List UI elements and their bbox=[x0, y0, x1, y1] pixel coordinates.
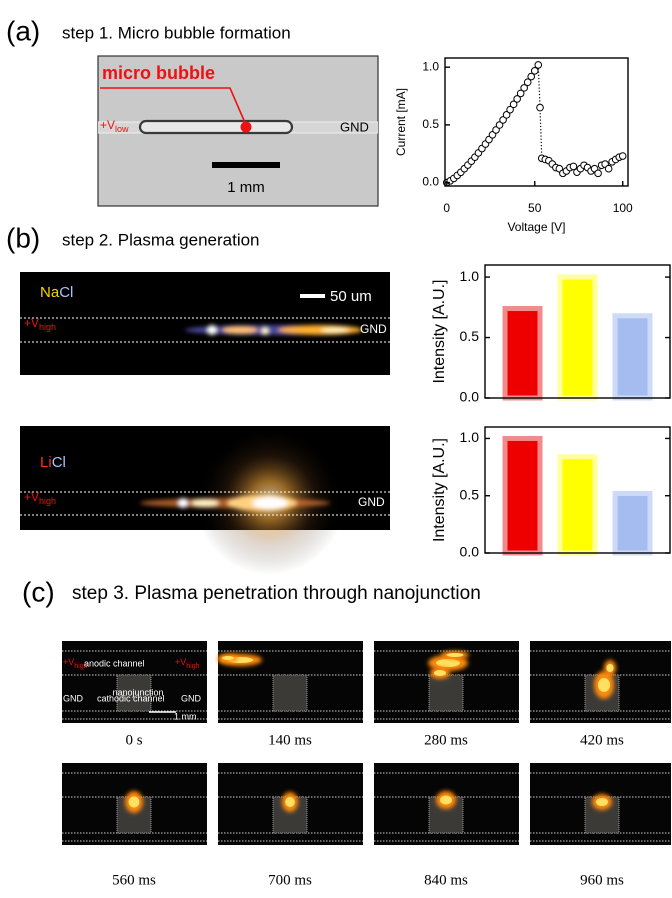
electrode-label: GND bbox=[358, 495, 385, 509]
scale-bar-label: 1 mm bbox=[174, 711, 197, 721]
plasma-core bbox=[440, 796, 452, 805]
plasma-image bbox=[20, 425, 390, 575]
electrode-label: GND bbox=[63, 693, 84, 703]
salt-label: NaCl bbox=[40, 284, 73, 301]
frame-caption: 420 ms bbox=[580, 732, 624, 748]
salt-label: Cl bbox=[59, 284, 73, 301]
plasma-core bbox=[285, 797, 295, 807]
data-point bbox=[535, 62, 542, 69]
data-point bbox=[537, 104, 544, 111]
y-tick-label: 0.0 bbox=[422, 175, 439, 189]
data-point bbox=[595, 170, 602, 177]
y-tick-label: 1.0 bbox=[422, 59, 439, 73]
plasma-core bbox=[596, 798, 608, 806]
y-tick-label: 0.5 bbox=[422, 117, 439, 131]
bar bbox=[615, 493, 650, 553]
electrode-label: GND bbox=[360, 322, 387, 336]
salt-label: LiCl bbox=[40, 454, 66, 471]
plasma-core bbox=[447, 653, 464, 657]
data-point bbox=[605, 165, 612, 172]
panel-label: (c) bbox=[22, 576, 55, 607]
y-axis-label: Intensity [A.U.] bbox=[431, 279, 448, 383]
x-tick-label: 100 bbox=[613, 201, 633, 215]
panel-title: step 2. Plasma generation bbox=[62, 230, 260, 249]
electrode-label: +V bbox=[24, 490, 39, 504]
data-line bbox=[447, 65, 623, 183]
frame-caption: 700 ms bbox=[268, 872, 312, 888]
bar bbox=[505, 438, 540, 553]
panel-title: step 3. Plasma penetration through nanoj… bbox=[72, 583, 481, 604]
frame-caption: 560 ms bbox=[112, 872, 156, 888]
electrode-label: GND bbox=[181, 693, 202, 703]
electrode-label: +V bbox=[100, 118, 115, 132]
channel-label: cathodic channel bbox=[97, 693, 165, 703]
electrode-label: +V bbox=[175, 657, 186, 667]
scale-bar-label: 50 um bbox=[330, 288, 372, 305]
y-tick-label: 1.0 bbox=[460, 268, 480, 284]
plasma-core bbox=[598, 678, 610, 692]
salt-label: Na bbox=[40, 284, 60, 301]
bar bbox=[505, 309, 540, 398]
electrode-subscript: low bbox=[115, 124, 129, 134]
salt-label: Li bbox=[40, 454, 52, 471]
frame-grid: 0 s 140 ms 280 ms 420 ms 560 ms 700 ms 840 ms 9… bbox=[62, 641, 671, 888]
figure: (a) step 1. Micro bubble formation micro… bbox=[0, 0, 672, 898]
frame-caption: 960 ms bbox=[580, 872, 624, 888]
electrode-subscript: high bbox=[39, 322, 56, 332]
panel-label: (b) bbox=[6, 222, 40, 253]
y-tick-label: 0.0 bbox=[460, 389, 480, 405]
frame-caption: 0 s bbox=[125, 732, 142, 748]
x-tick-label: 0 bbox=[443, 201, 450, 215]
y-tick-label: 1.0 bbox=[460, 429, 480, 445]
electrode-label: GND bbox=[340, 119, 369, 134]
y-axis-label: Intensity [A.U.] bbox=[431, 438, 448, 542]
salt-label: Cl bbox=[52, 454, 66, 471]
bar bbox=[615, 316, 650, 398]
bar bbox=[560, 457, 595, 553]
panel-title: step 1. Micro bubble formation bbox=[62, 23, 291, 42]
frame-caption: 280 ms bbox=[424, 732, 468, 748]
electrode-subscript: high bbox=[186, 663, 199, 670]
y-tick-label: 0.5 bbox=[460, 486, 480, 502]
panel-label: (a) bbox=[6, 15, 40, 46]
plasma-core bbox=[436, 659, 460, 667]
x-tick-label: 50 bbox=[528, 201, 542, 215]
plasma-core bbox=[434, 670, 446, 676]
bar bbox=[560, 277, 595, 398]
frame-caption: 140 ms bbox=[268, 732, 312, 748]
electrode-subscript: high bbox=[39, 496, 56, 506]
electrode-label: +V bbox=[63, 657, 74, 667]
y-tick-label: 0.5 bbox=[460, 328, 480, 344]
y-axis-label: Current [mA] bbox=[394, 88, 408, 156]
y-tick-label: 0.0 bbox=[460, 544, 480, 560]
electrode-label: +V bbox=[24, 316, 39, 330]
annotation: micro bubble bbox=[102, 63, 215, 83]
nanojunction bbox=[429, 675, 463, 711]
plasma-core bbox=[129, 797, 140, 808]
data-point bbox=[619, 153, 626, 160]
frame-caption: 840 ms bbox=[424, 872, 468, 888]
plasma-core bbox=[222, 656, 234, 660]
scale-bar-label: 1 mm bbox=[227, 179, 265, 196]
nanojunction bbox=[273, 675, 307, 711]
plasma-core bbox=[606, 664, 613, 672]
x-axis-label: Voltage [V] bbox=[507, 220, 565, 234]
channel-label: anodic channel bbox=[84, 658, 145, 668]
